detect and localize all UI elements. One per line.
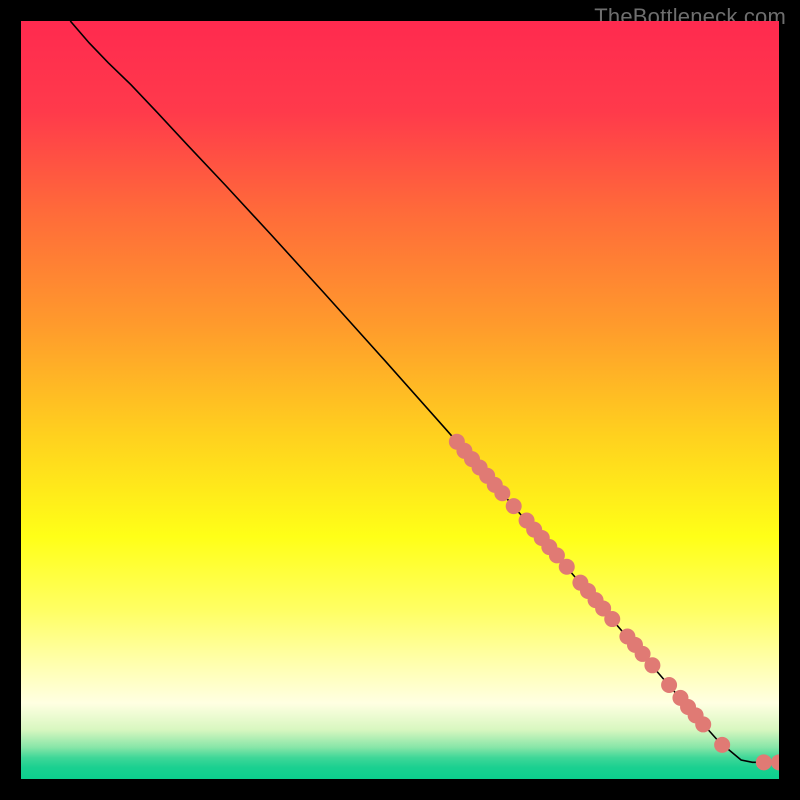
scatter-marker [506,498,522,514]
scatter-marker [604,611,620,627]
chart-plot [21,21,779,779]
scatter-marker [494,485,510,501]
scatter-marker [756,754,772,770]
scatter-marker [559,559,575,575]
scatter-marker [661,677,677,693]
scatter-marker [714,737,730,753]
chart-background [21,21,779,779]
scatter-marker [644,657,660,673]
scatter-marker [695,716,711,732]
